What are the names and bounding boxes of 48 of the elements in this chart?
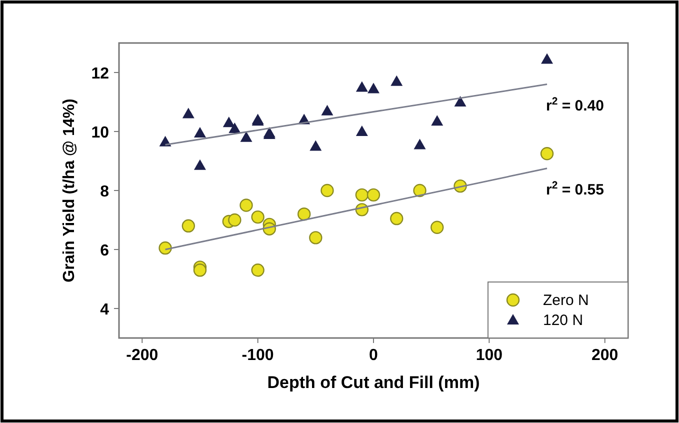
point — [222, 116, 235, 128]
point — [251, 264, 264, 277]
point — [454, 96, 466, 106]
point — [541, 53, 554, 64]
annotation: r$^{2}$ = 0.55 — [546, 179, 604, 198]
x-tick-label: 0 — [369, 347, 378, 364]
point — [431, 115, 444, 126]
point — [414, 138, 426, 150]
point — [309, 231, 322, 244]
point — [320, 184, 334, 198]
point — [193, 264, 207, 277]
point — [413, 184, 426, 198]
point — [240, 131, 252, 142]
legend-label: 120 N — [543, 312, 584, 329]
annotation: r$^{2}$ = 0.40 — [546, 95, 604, 114]
x-tick-label: 200 — [592, 347, 618, 364]
point — [310, 140, 322, 151]
y-tick-label: 10 — [91, 124, 110, 142]
point — [297, 208, 311, 221]
legend-label: Zero N — [543, 292, 589, 309]
point — [228, 122, 241, 134]
point — [251, 210, 264, 224]
y-tick-label: 12 — [91, 66, 110, 82]
y-axis-title: Grain Yield (t/ha @ 14%) — [61, 98, 78, 282]
y-tick-label: 6 — [100, 242, 110, 260]
point — [366, 188, 380, 202]
point — [194, 159, 206, 170]
point — [430, 220, 444, 234]
point — [182, 219, 196, 232]
point — [356, 126, 368, 136]
y-tick-label: 4 — [100, 302, 110, 318]
x-tick-label: -200 — [126, 347, 158, 364]
x-tick-label: -100 — [242, 347, 274, 364]
y-tick-label: 8 — [100, 184, 110, 200]
point — [390, 212, 404, 226]
point — [240, 198, 253, 212]
point — [321, 104, 334, 116]
point — [368, 82, 380, 94]
point — [356, 81, 368, 92]
point — [158, 241, 172, 255]
point — [390, 75, 403, 86]
point — [228, 213, 242, 227]
point — [355, 188, 369, 202]
x-axis-title: Depth of Cut and Fill (mm) — [267, 373, 480, 392]
point — [182, 108, 194, 118]
point — [540, 147, 554, 160]
x-tick-label: 100 — [476, 347, 503, 364]
point — [194, 126, 206, 138]
